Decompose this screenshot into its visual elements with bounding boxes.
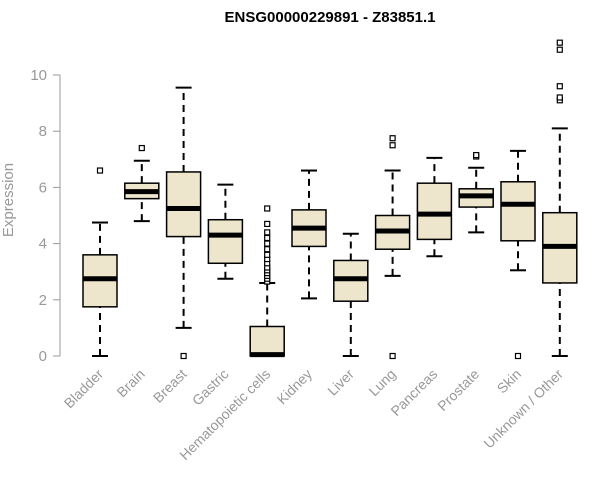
outlier-point: [264, 220, 271, 228]
y-tick-label: 6: [39, 179, 47, 196]
box-iqr: [249, 325, 285, 357]
outlier-point: [473, 151, 480, 159]
outlier-point: [264, 234, 271, 242]
box-bladder: [82, 167, 118, 357]
x-tick-label: Breast: [150, 366, 190, 406]
outlier-point: [556, 46, 563, 53]
outlier-point: [138, 144, 145, 152]
box-unknown-other: [542, 39, 578, 357]
y-axis-label: Expression: [0, 163, 17, 237]
box-series: [82, 39, 578, 360]
outlier-point: [514, 352, 522, 360]
box-liver: [333, 232, 369, 357]
x-tick-label: Brain: [113, 366, 147, 400]
box-hematopoietic-cells: [249, 205, 285, 358]
box-iqr: [165, 171, 202, 238]
box-iqr: [416, 182, 453, 241]
outlier-point: [264, 205, 271, 212]
box-lung: [374, 135, 411, 360]
outlier-point: [96, 167, 104, 174]
x-tick-label: Liver: [324, 366, 357, 399]
box-breast: [165, 86, 202, 360]
x-tick-label: Lung: [365, 366, 398, 399]
outlier-point: [180, 352, 187, 360]
box-brain: [124, 144, 160, 223]
x-tick-label: Unknown / Other: [480, 366, 566, 452]
box-iqr: [500, 181, 536, 242]
outlier-point: [556, 83, 563, 90]
y-tick-label: 8: [39, 123, 47, 140]
box-gastric: [207, 183, 244, 280]
outlier-point: [389, 352, 396, 360]
outlier-point: [556, 39, 563, 46]
outlier-point: [389, 142, 396, 149]
box-skin: [500, 149, 536, 360]
outlier-point: [556, 94, 563, 101]
y-tick-label: 4: [39, 236, 47, 253]
x-tick-label: Kidney: [274, 366, 316, 408]
chart-title: ENSG00000229891 - Z83851.1: [225, 9, 436, 26]
y-tick-label: 2: [39, 292, 47, 309]
x-tick-label: Skin: [494, 366, 525, 397]
outlier-point: [389, 135, 396, 142]
outlier-point: [264, 240, 271, 247]
x-tick-label: Bladder: [61, 366, 107, 412]
y-tick-label: 0: [39, 348, 47, 365]
box-prostate: [458, 151, 494, 234]
box-pancreas: [416, 156, 453, 258]
outlier-point: [264, 251, 271, 258]
outlier-point: [264, 246, 271, 253]
box-kidney: [291, 169, 327, 300]
x-tick-label: Prostate: [434, 366, 482, 414]
y-axis: 0 2 4 6 8 10: [30, 67, 61, 365]
outlier-point: [264, 229, 271, 236]
y-tick-label: 10: [30, 67, 47, 84]
box-iqr: [207, 218, 244, 265]
